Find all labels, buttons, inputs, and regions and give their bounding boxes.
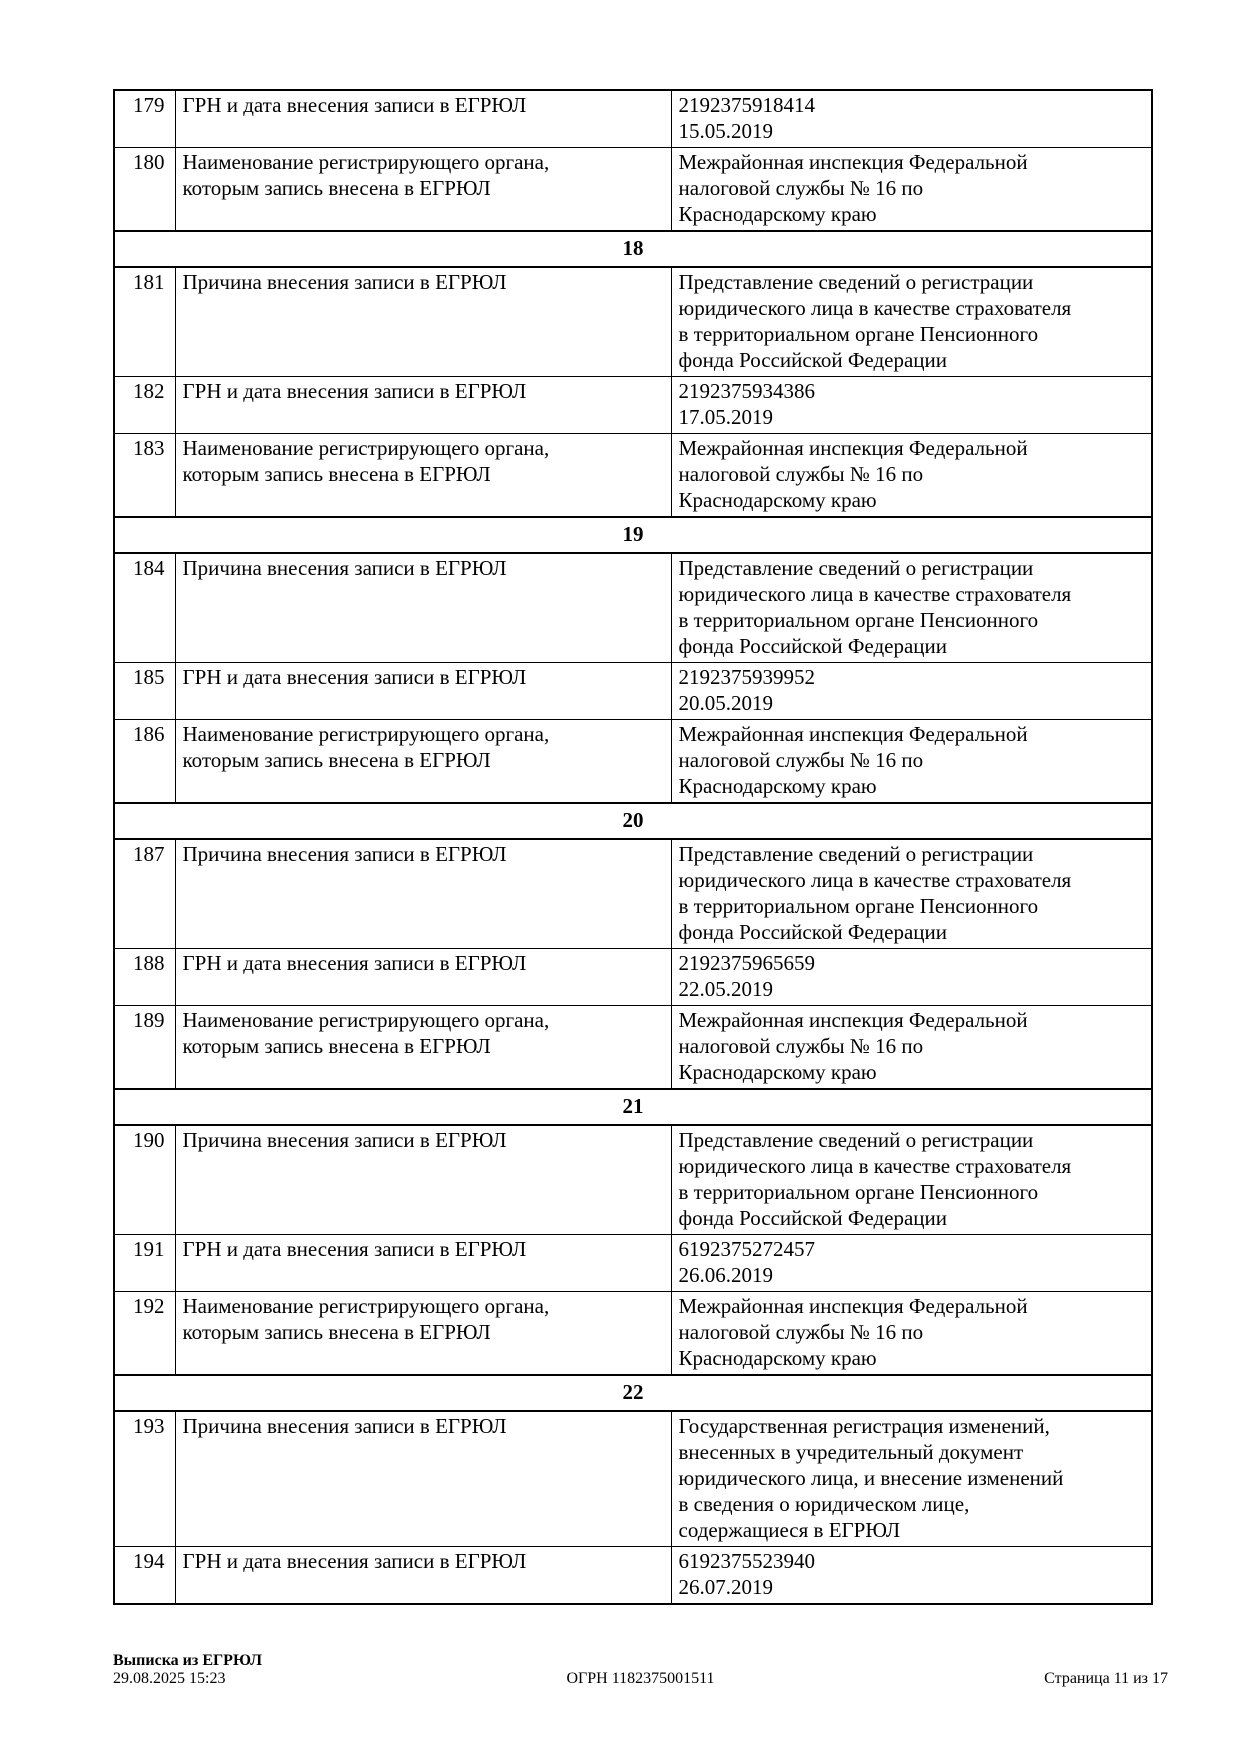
section-header-row: 21 (113, 1088, 1153, 1126)
row-number-cell: 193 (113, 1410, 176, 1547)
row-label-cell: ГРН и дата внесения записи в ЕГРЮЛ (174, 662, 672, 720)
row-value-cell: Представление сведений о регистрации юри… (670, 1124, 1153, 1235)
section-number-cell: 21 (113, 1088, 1153, 1126)
row-number-cell: 185 (113, 662, 176, 720)
row-value-cell: Межрайонная инспекция Федеральной налого… (670, 433, 1153, 518)
row-label-cell: ГРН и дата внесения записи в ЕГРЮЛ (174, 89, 672, 148)
table-row: 180 Наименование регистрирующего органа,… (113, 147, 1153, 232)
row-label-cell: Наименование регистрирующего органа, кот… (174, 433, 672, 518)
row-number-cell: 191 (113, 1234, 176, 1292)
row-label-cell: Наименование регистрирующего органа, кот… (174, 147, 672, 232)
section-header-row: 22 (113, 1374, 1153, 1412)
table-row: 179 ГРН и дата внесения записи в ЕГРЮЛ 2… (113, 89, 1153, 148)
row-number-cell: 189 (113, 1005, 176, 1090)
row-number-cell: 188 (113, 948, 176, 1006)
row-number-cell: 181 (113, 266, 176, 377)
row-label-cell: Причина внесения записи в ЕГРЮЛ (174, 1124, 672, 1235)
table-row: 185 ГРН и дата внесения записи в ЕГРЮЛ 2… (113, 662, 1153, 720)
row-value-cell: Представление сведений о регистрации юри… (670, 838, 1153, 949)
row-number-cell: 182 (113, 376, 176, 434)
section-header-row: 19 (113, 516, 1153, 554)
footer-datetime: 29.08.2025 15:23 (113, 1670, 226, 1687)
footer-doc-title: Выписка из ЕГРЮЛ (113, 1652, 263, 1669)
row-number-cell: 190 (113, 1124, 176, 1235)
row-label-cell: ГРН и дата внесения записи в ЕГРЮЛ (174, 1546, 672, 1605)
row-number-cell: 184 (113, 552, 176, 663)
table-row: 187 Причина внесения записи в ЕГРЮЛ Пред… (113, 838, 1153, 949)
row-value-cell: Межрайонная инспекция Федеральной налого… (670, 147, 1153, 232)
row-label-cell: Причина внесения записи в ЕГРЮЛ (174, 266, 672, 377)
row-value-cell: Государственная регистрация изменений, в… (670, 1410, 1153, 1547)
table-row: 194 ГРН и дата внесения записи в ЕГРЮЛ 6… (113, 1546, 1153, 1605)
row-number-cell: 194 (113, 1546, 176, 1605)
table-row: 191 ГРН и дата внесения записи в ЕГРЮЛ 6… (113, 1234, 1153, 1292)
row-value-cell: Представление сведений о регистрации юри… (670, 552, 1153, 663)
table-row: 190 Причина внесения записи в ЕГРЮЛ Пред… (113, 1124, 1153, 1235)
row-value-cell: 6192375272457 26.06.2019 (670, 1234, 1153, 1292)
table-row: 193 Причина внесения записи в ЕГРЮЛ Госу… (113, 1410, 1153, 1547)
row-value-cell: Межрайонная инспекция Федеральной налого… (670, 1005, 1153, 1090)
footer-page-indicator: Страница 11 из 17 (1044, 1670, 1168, 1687)
row-number-cell: 183 (113, 433, 176, 518)
egrul-table-body: 179 ГРН и дата внесения записи в ЕГРЮЛ 2… (113, 89, 1153, 1605)
row-number-cell: 187 (113, 838, 176, 949)
row-value-cell: Межрайонная инспекция Федеральной налого… (670, 1291, 1153, 1376)
row-label-cell: Наименование регистрирующего органа, кот… (174, 1291, 672, 1376)
section-number-cell: 22 (113, 1374, 1153, 1412)
table-row: 192 Наименование регистрирующего органа,… (113, 1291, 1153, 1376)
egrul-records-table: 179 ГРН и дата внесения записи в ЕГРЮЛ 2… (113, 89, 1153, 1605)
row-value-cell: 2192375965659 22.05.2019 (670, 948, 1153, 1006)
section-header-row: 20 (113, 802, 1153, 840)
row-label-cell: Причина внесения записи в ЕГРЮЛ (174, 552, 672, 663)
row-label-cell: Наименование регистрирующего органа, кот… (174, 719, 672, 804)
table-row: 186 Наименование регистрирующего органа,… (113, 719, 1153, 804)
row-label-cell: Причина внесения записи в ЕГРЮЛ (174, 1410, 672, 1547)
table-row: 189 Наименование регистрирующего органа,… (113, 1005, 1153, 1090)
table-row: 184 Причина внесения записи в ЕГРЮЛ Пред… (113, 552, 1153, 663)
footer-left-block: Выписка из ЕГРЮЛ 29.08.2025 15:23 (113, 1652, 262, 1688)
row-label-cell: ГРН и дата внесения записи в ЕГРЮЛ (174, 948, 672, 1006)
row-number-cell: 186 (113, 719, 176, 804)
section-header-row: 18 (113, 230, 1153, 268)
table-row: 183 Наименование регистрирующего органа,… (113, 433, 1153, 518)
row-label-cell: Наименование регистрирующего органа, кот… (174, 1005, 672, 1090)
footer-ogrn: ОГРН 1182375001511 (566, 1670, 715, 1687)
row-value-cell: 2192375934386 17.05.2019 (670, 376, 1153, 434)
table-row: 182 ГРН и дата внесения записи в ЕГРЮЛ 2… (113, 376, 1153, 434)
row-label-cell: Причина внесения записи в ЕГРЮЛ (174, 838, 672, 949)
row-value-cell: 2192375939952 20.05.2019 (670, 662, 1153, 720)
row-value-cell: Представление сведений о регистрации юри… (670, 266, 1153, 377)
row-value-cell: 6192375523940 26.07.2019 (670, 1546, 1153, 1605)
section-number-cell: 19 (113, 516, 1153, 554)
row-label-cell: ГРН и дата внесения записи в ЕГРЮЛ (174, 376, 672, 434)
section-number-cell: 20 (113, 802, 1153, 840)
row-number-cell: 180 (113, 147, 176, 232)
row-label-cell: ГРН и дата внесения записи в ЕГРЮЛ (174, 1234, 672, 1292)
row-number-cell: 179 (113, 89, 176, 148)
row-value-cell: Межрайонная инспекция Федеральной налого… (670, 719, 1153, 804)
row-value-cell: 2192375918414 15.05.2019 (670, 89, 1153, 148)
table-row: 188 ГРН и дата внесения записи в ЕГРЮЛ 2… (113, 948, 1153, 1006)
table-row: 181 Причина внесения записи в ЕГРЮЛ Пред… (113, 266, 1153, 377)
section-number-cell: 18 (113, 230, 1153, 268)
row-number-cell: 192 (113, 1291, 176, 1376)
